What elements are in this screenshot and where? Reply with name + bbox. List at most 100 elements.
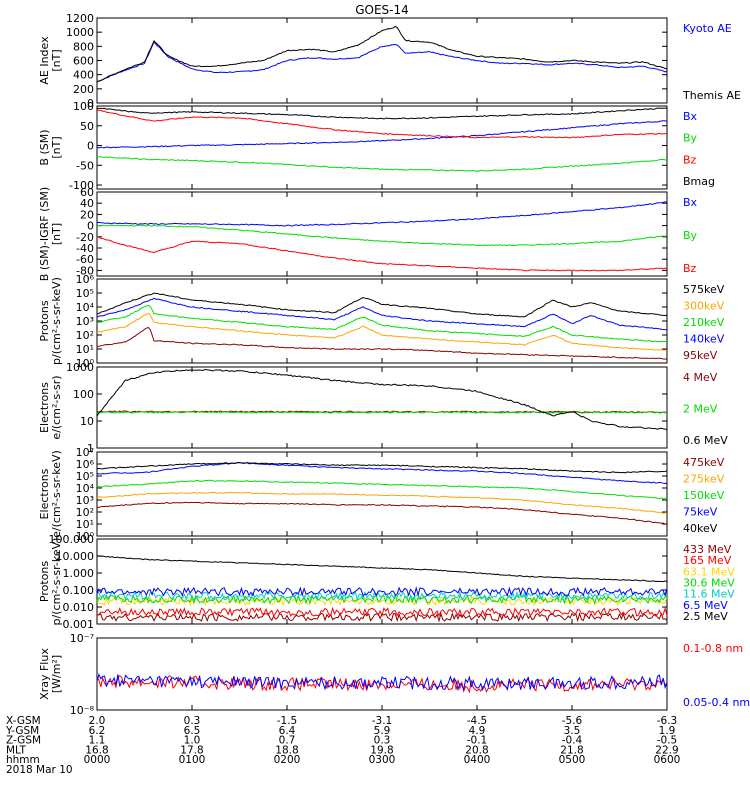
series-line-electrons_kev-4 <box>96 462 668 474</box>
y-axis-label: [nT] <box>50 223 63 245</box>
legend-entry: 165 MeV <box>683 554 732 567</box>
legend-entry: 0.1-0.8 nm <box>683 642 743 655</box>
footer-value: 0400 <box>464 754 491 766</box>
y-tick-label: 1 <box>87 442 94 455</box>
footer-value: 16.8 <box>85 744 108 756</box>
legend-entry: 30.6 MeV <box>683 577 735 590</box>
y-tick-label: 10.000 <box>56 550 95 563</box>
series-line-protons_kev-3 <box>96 297 668 331</box>
legend-entry: 95keV <box>683 349 718 362</box>
series-line-bsm-1 <box>96 156 668 172</box>
y-tick-label: 10⁵ <box>76 470 94 483</box>
legend-entry: 2 MeV <box>683 403 718 416</box>
y-tick-label: 10⁰ <box>76 530 95 543</box>
y-tick-label: -100 <box>69 179 94 192</box>
y-tick-label: 10³ <box>76 315 94 328</box>
y-tick-label: 10⁴ <box>76 301 95 314</box>
footer-value: 21.8 <box>560 744 583 756</box>
footer-value: 0200 <box>274 754 301 766</box>
y-tick-label: 10⁶ <box>76 273 95 286</box>
y-tick-label: 50 <box>80 120 94 133</box>
footer-row-label: MLT <box>6 744 26 756</box>
legend-entry: By <box>683 132 698 145</box>
y-axis-label: [nT] <box>50 49 63 71</box>
footer-row-label: Z-GSM <box>6 735 41 747</box>
series-line-electrons_kev-2 <box>96 479 668 500</box>
y-axis-label: B (SM) <box>38 129 51 165</box>
y-tick-label: 0.010 <box>63 601 95 614</box>
y-axis-label: Electrons <box>38 468 51 519</box>
y-tick-label: -50 <box>76 159 94 172</box>
series-line-protons_kev-0 <box>96 292 668 318</box>
y-tick-label: 0 <box>87 97 94 110</box>
footer-value: 1.0 <box>184 735 201 747</box>
y-tick-label: 10⁰ <box>76 357 95 370</box>
footer-value: 0.3 <box>184 715 201 727</box>
y-axis-label: p/(cm²-s-sr-keV) <box>50 277 63 365</box>
series-line-protons_kev-1 <box>96 312 668 351</box>
footer-value: 6.4 <box>279 725 296 737</box>
series-line-electrons_kev-3 <box>96 462 668 485</box>
panel-frame <box>96 278 668 364</box>
y-tick-label: 800 <box>73 40 94 53</box>
figure-title: GOES-14 <box>355 3 409 17</box>
footer-value: 0600 <box>654 754 681 766</box>
legend-entry: 40keV <box>683 522 718 535</box>
y-tick-label: 1000 <box>66 26 94 39</box>
series-line-bigrf-1 <box>96 224 668 247</box>
footer-value: 3.5 <box>564 725 581 737</box>
y-tick-label: 10⁻⁷ <box>70 632 94 645</box>
footer-value: 20.8 <box>465 744 488 756</box>
series-line-electrons_kev-0 <box>96 501 668 525</box>
y-tick-label: 10¹ <box>76 518 94 531</box>
legend-entry: 2.5 MeV <box>683 610 728 623</box>
y-tick-label: 10² <box>76 329 94 342</box>
footer-value: -3.1 <box>372 715 393 727</box>
series-line-protons_mev-6 <box>96 555 668 583</box>
y-tick-label: 10¹ <box>76 343 94 356</box>
legend-entry: 63.1 MeV <box>683 565 735 578</box>
y-tick-label: 10³ <box>76 494 94 507</box>
series-line-bsm-0 <box>96 120 668 149</box>
y-tick-label: 1000 <box>66 361 94 374</box>
y-axis-label: AE Index <box>38 36 51 85</box>
y-axis-label: Protons <box>38 561 51 602</box>
y-tick-label: 10⁶ <box>76 458 95 471</box>
y-tick-label: 0.100 <box>63 584 95 597</box>
series-line-ae-0 <box>96 40 668 83</box>
y-tick-label: 200 <box>73 83 94 96</box>
legend-entry: Bz <box>683 262 697 275</box>
y-axis-label: [nT] <box>50 136 63 158</box>
y-tick-label: 100 <box>73 388 94 401</box>
y-tick-label: 100 <box>73 100 94 113</box>
y-tick-label: 10⁵ <box>76 287 94 300</box>
footer-value: -6.3 <box>657 715 678 727</box>
legend-entry: By <box>683 229 698 242</box>
y-tick-label: -40 <box>76 242 94 255</box>
footer-value: 0.3 <box>374 735 391 747</box>
legend-entry: 575keV <box>683 283 725 296</box>
y-tick-label: -60 <box>76 253 94 266</box>
y-axis-label: e/(cm²-s-sr-keV) <box>50 450 63 538</box>
y-tick-label: 0 <box>87 140 94 153</box>
y-tick-label: 0 <box>87 220 94 233</box>
y-tick-label: 40 <box>80 197 94 210</box>
legend-entry: 11.6 MeV <box>683 588 735 601</box>
legend-entry: Bz <box>683 153 697 166</box>
footer-value: 0300 <box>369 754 396 766</box>
footer-value: -4.5 <box>467 715 488 727</box>
y-tick-label: 600 <box>73 55 94 68</box>
panel-frame <box>96 538 668 625</box>
y-tick-label: 20 <box>80 208 94 221</box>
y-tick-label: -20 <box>76 231 94 244</box>
y-tick-label: 1200 <box>66 12 94 25</box>
legend-entry: 475keV <box>683 456 725 469</box>
footer-value: 18.8 <box>275 744 298 756</box>
footer-value: -5.6 <box>562 715 583 727</box>
footer-value: 19.8 <box>370 744 393 756</box>
legend-entry: 0.6 MeV <box>683 434 728 447</box>
legend-entry: Kyoto AE <box>683 22 732 35</box>
panel-electrons_mev: 1 10 100 1000 Electrons e/(cm²-s-sr) 4 MeV 2 Me… <box>38 361 728 455</box>
